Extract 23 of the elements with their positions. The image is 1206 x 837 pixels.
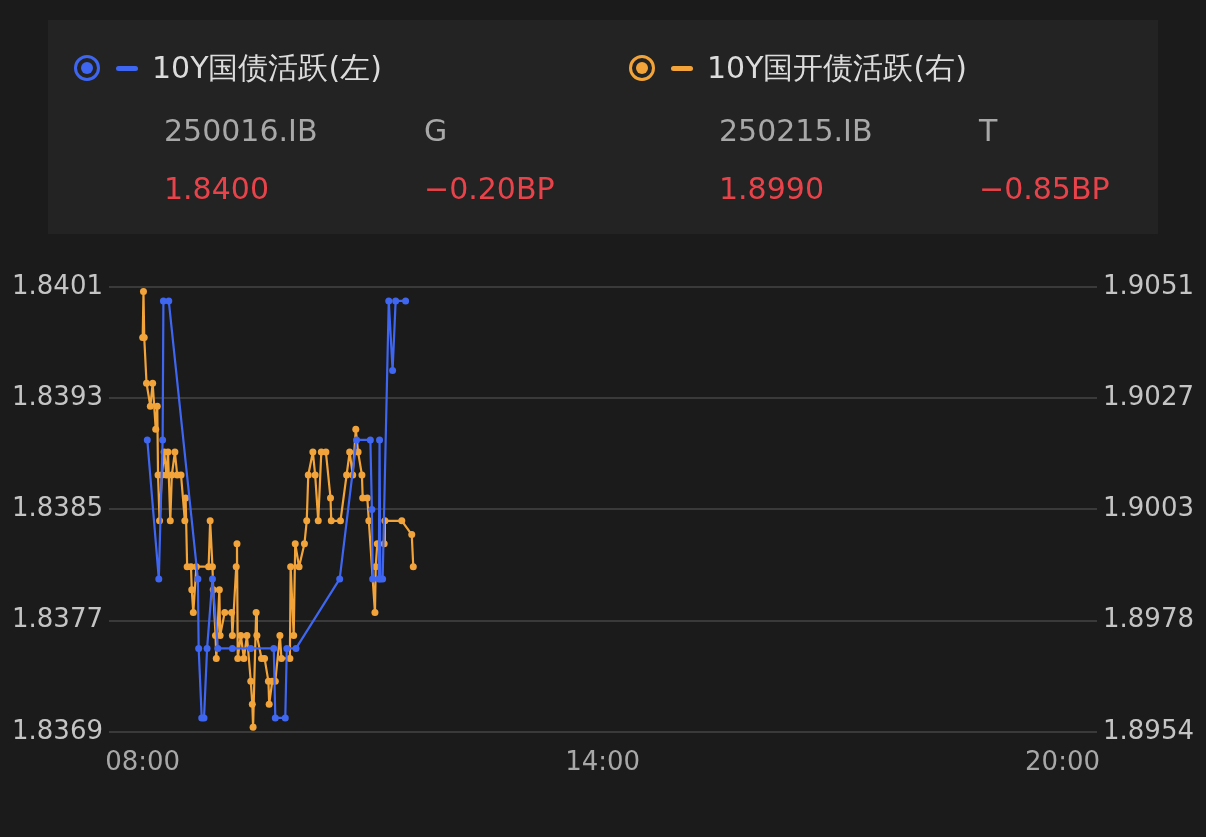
x-tick-label: 20:00 (1025, 746, 1100, 777)
x-tick-label: 08:00 (105, 746, 181, 777)
y2-tick-label: 1.8954 (1103, 714, 1195, 745)
text: 1.8990 (719, 171, 825, 206)
y2-tick-label: 1.9003 (1103, 492, 1195, 523)
text: 1.8400 (164, 171, 270, 206)
y-tick-label: 1.8393 (11, 380, 103, 411)
y2-tick-label: 1.9051 (1103, 269, 1195, 300)
x-tick-label: 14:00 (565, 746, 641, 777)
text: −0.20BP (424, 171, 555, 206)
legend-label: 10Y国开债活跃(右) (707, 48, 967, 87)
y2-tick-label: 1.9027 (1103, 380, 1195, 411)
text: G (424, 113, 448, 148)
y2-tick-label: 1.8978 (1103, 603, 1195, 634)
y-tick-label: 1.8377 (11, 603, 103, 634)
y-tick-label: 1.8385 (11, 492, 103, 523)
y-tick-label: 1.8369 (11, 714, 103, 745)
legend-label: 10Y国债活跃(左) (152, 48, 382, 87)
y-tick-label: 1.8401 (11, 269, 103, 300)
text: 250215.IB (719, 113, 874, 148)
text: T (979, 113, 998, 148)
text: 250016.IB (164, 113, 319, 148)
text: −0.85BP (979, 171, 1110, 206)
